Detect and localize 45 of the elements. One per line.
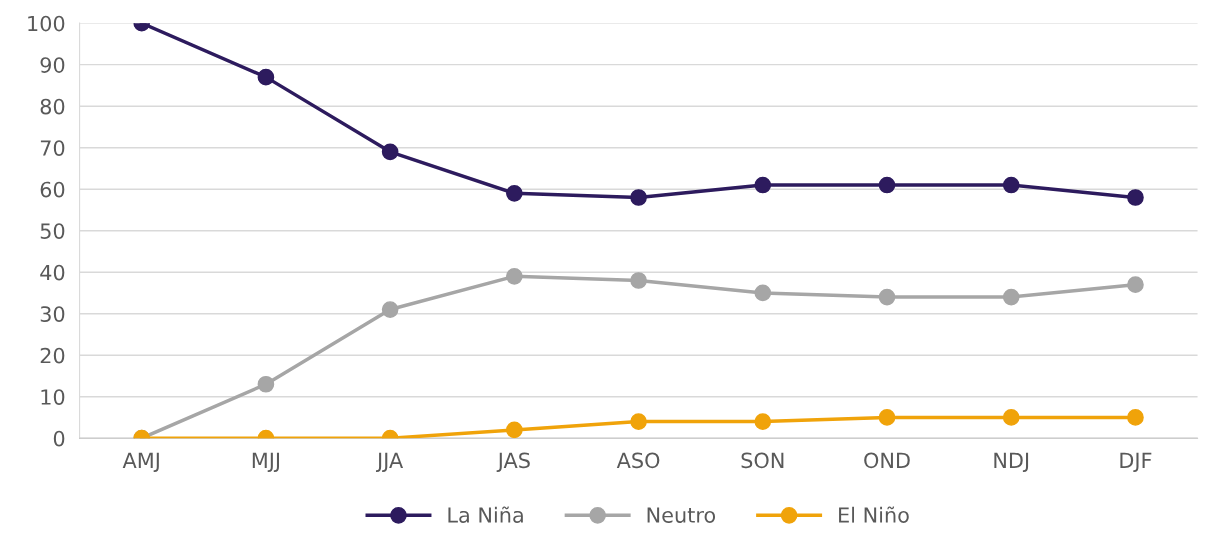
y-tick-label: 60 [40, 181, 65, 198]
x-tick-label: SON [741, 452, 784, 469]
y-tick-label: 40 [40, 264, 65, 281]
y-tick-label: 20 [40, 347, 65, 364]
point [878, 176, 896, 194]
point [506, 421, 523, 439]
x-tick-label: DJF [1120, 452, 1152, 473]
x-tick-label: NDJ [994, 452, 1029, 473]
point [381, 301, 399, 318]
y-tick-label: 100 [28, 15, 65, 32]
y-tick-label: 50 [40, 223, 65, 239]
point [878, 288, 896, 306]
x-tick-label: ASO [616, 452, 660, 469]
point [630, 272, 647, 289]
point [257, 375, 275, 393]
point [1002, 409, 1020, 426]
x-tick-label: MJJ [252, 452, 280, 473]
point [754, 176, 772, 194]
x-tick-label: OND [864, 452, 910, 469]
legend-label: El Niño [839, 506, 909, 523]
point [1127, 409, 1144, 426]
x-tick-label: AMJ [122, 452, 159, 473]
x-tick-label: JJA [375, 452, 404, 473]
point [630, 413, 647, 430]
point [754, 284, 772, 302]
y-tick-label: 0 [53, 430, 65, 447]
point [630, 189, 647, 206]
point [506, 268, 523, 285]
y-tick-label: 10 [41, 389, 65, 405]
point [1127, 189, 1144, 206]
y-tick-label: 80 [40, 98, 65, 115]
point [754, 413, 772, 430]
point [1002, 288, 1020, 306]
y-tick-label: 90 [40, 57, 65, 73]
legend-label: La Niña [448, 506, 523, 523]
point [1002, 176, 1020, 194]
y-tick-label: 30 [40, 306, 65, 322]
y-tick-label: 70 [40, 140, 65, 156]
point [1127, 276, 1144, 293]
point [257, 68, 275, 86]
x-tick-label: JAS [496, 452, 530, 473]
point [506, 185, 523, 202]
legend-label: Neutro [647, 507, 716, 523]
point [381, 143, 399, 161]
point [878, 409, 896, 426]
